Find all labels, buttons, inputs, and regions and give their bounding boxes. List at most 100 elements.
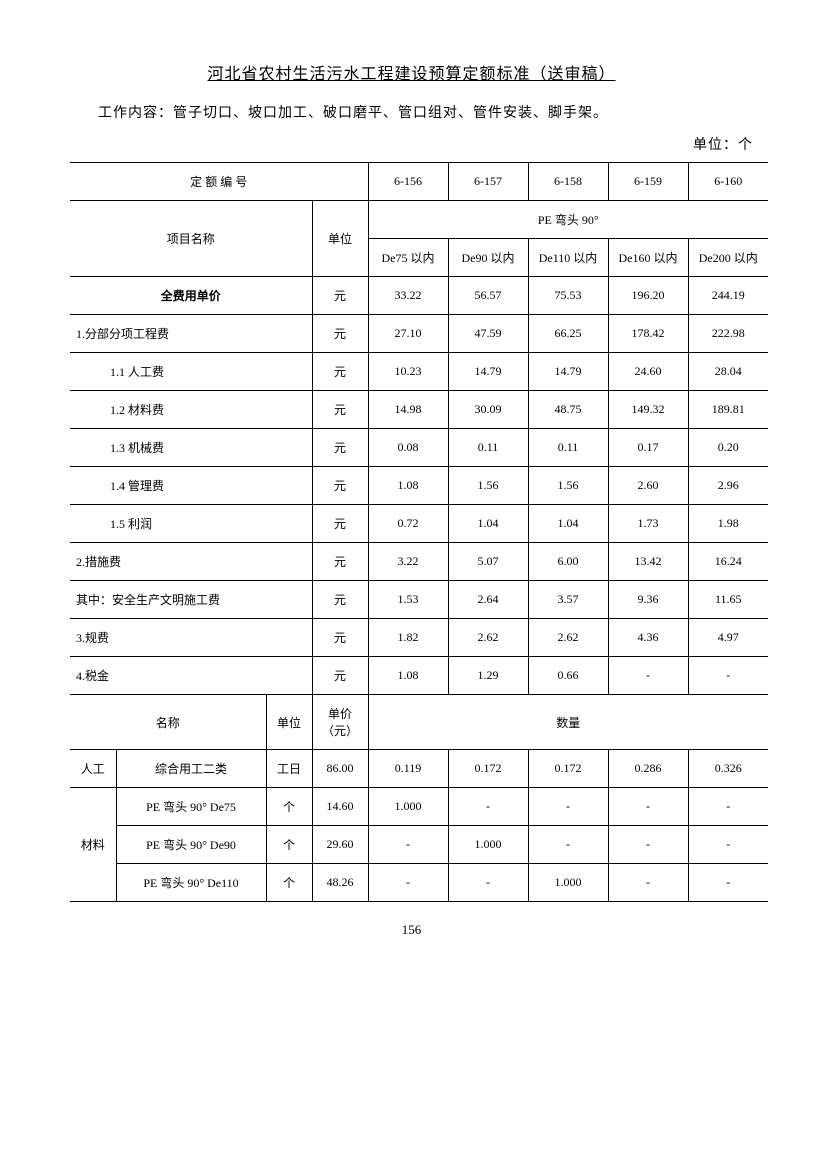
cost-value: 222.98: [688, 315, 768, 353]
cost-unit: 元: [312, 353, 368, 391]
cost-value: 2.62: [528, 619, 608, 657]
work-content: 工作内容：管子切口、坡口加工、破口磨平、管口组对、管件安装、脚手架。: [70, 102, 753, 122]
cost-value: 2.96: [688, 467, 768, 505]
cost-value: 1.56: [448, 467, 528, 505]
cost-value: 0.17: [608, 429, 688, 467]
cost-unit: 元: [312, 391, 368, 429]
unit-col-label: 单位: [312, 201, 368, 277]
cost-value: 1.04: [448, 505, 528, 543]
cost-value: 244.19: [688, 277, 768, 315]
cost-value: 5.07: [448, 543, 528, 581]
cost-unit: 元: [312, 543, 368, 581]
labor-qty: 0.326: [688, 750, 768, 788]
material-qty: -: [368, 826, 448, 864]
cost-value: 1.53: [368, 581, 448, 619]
labor-qty: 0.286: [608, 750, 688, 788]
cost-value: 1.08: [368, 467, 448, 505]
quota-code: 6-160: [688, 163, 768, 201]
cost-name: 1.1 人工费: [70, 353, 312, 391]
cost-value: 0.72: [368, 505, 448, 543]
cost-value: 56.57: [448, 277, 528, 315]
page-number: 156: [70, 922, 753, 938]
cost-value: 48.75: [528, 391, 608, 429]
cost-value: 2.60: [608, 467, 688, 505]
cost-unit: 元: [312, 581, 368, 619]
labor-qty: 0.172: [448, 750, 528, 788]
cost-value: 1.73: [608, 505, 688, 543]
material-unit: 个: [266, 788, 312, 826]
quota-table: 定 额 编 号6-1566-1576-1586-1596-160项目名称单位PE…: [70, 162, 768, 902]
cost-unit: 元: [312, 505, 368, 543]
cost-value: 24.60: [608, 353, 688, 391]
cost-value: 13.42: [608, 543, 688, 581]
material-price: 14.60: [312, 788, 368, 826]
cost-value: 33.22: [368, 277, 448, 315]
material-price: 29.60: [312, 826, 368, 864]
cost-value: 196.20: [608, 277, 688, 315]
cost-value: 0.66: [528, 657, 608, 695]
project-name-label: 项目名称: [70, 201, 312, 277]
material-qty: -: [608, 826, 688, 864]
material-unit: 个: [266, 864, 312, 902]
cost-name: 2.措施费: [70, 543, 312, 581]
cost-value: 3.22: [368, 543, 448, 581]
cost-value: 47.59: [448, 315, 528, 353]
material-qty: -: [448, 788, 528, 826]
labor-unit: 工日: [266, 750, 312, 788]
page-title: 河北省农村生活污水工程建设预算定额标准（送审稿）: [70, 60, 753, 84]
spec-label: De200 以内: [688, 239, 768, 277]
cost-name: 1.4 管理费: [70, 467, 312, 505]
cost-value: 4.36: [608, 619, 688, 657]
cost-value: 1.82: [368, 619, 448, 657]
cost-value: 4.97: [688, 619, 768, 657]
cost-value: 14.79: [528, 353, 608, 391]
cost-value: 189.81: [688, 391, 768, 429]
cost-name: 1.3 机械费: [70, 429, 312, 467]
cost-value: 2.62: [448, 619, 528, 657]
cost-value: 0.08: [368, 429, 448, 467]
material-label: 材料: [70, 788, 116, 902]
labor-qty: 0.172: [528, 750, 608, 788]
cost-value: 30.09: [448, 391, 528, 429]
cost-value: 1.08: [368, 657, 448, 695]
material-name: PE 弯头 90° De75: [116, 788, 266, 826]
cost-name: 1.2 材料费: [70, 391, 312, 429]
cost-name: 其中：安全生产文明施工费: [70, 581, 312, 619]
material-unit: 个: [266, 826, 312, 864]
cost-name: 全费用单价: [70, 277, 312, 315]
cost-value: 14.79: [448, 353, 528, 391]
spec-label: De75 以内: [368, 239, 448, 277]
quota-code: 6-157: [448, 163, 528, 201]
cost-value: 9.36: [608, 581, 688, 619]
material-qty: -: [368, 864, 448, 902]
cost-value: 75.53: [528, 277, 608, 315]
cost-name: 1.分部分项工程费: [70, 315, 312, 353]
material-qty: -: [528, 826, 608, 864]
cost-unit: 元: [312, 657, 368, 695]
labor-name: 综合用工二类: [116, 750, 266, 788]
cost-value: 2.64: [448, 581, 528, 619]
cost-unit: 元: [312, 429, 368, 467]
cost-value: 3.57: [528, 581, 608, 619]
cost-unit: 元: [312, 619, 368, 657]
material-qty: -: [448, 864, 528, 902]
cost-value: 10.23: [368, 353, 448, 391]
cost-value: 1.04: [528, 505, 608, 543]
cost-value: 11.65: [688, 581, 768, 619]
material-qty: -: [688, 788, 768, 826]
material-qty: -: [608, 788, 688, 826]
labor-label: 人工: [70, 750, 116, 788]
cost-value: 28.04: [688, 353, 768, 391]
cost-value: -: [608, 657, 688, 695]
quota-code: 6-156: [368, 163, 448, 201]
cost-value: 1.56: [528, 467, 608, 505]
quota-code: 6-158: [528, 163, 608, 201]
cost-value: 0.11: [528, 429, 608, 467]
spec-label: De110 以内: [528, 239, 608, 277]
cost-name: 1.5 利润: [70, 505, 312, 543]
cost-value: 27.10: [368, 315, 448, 353]
material-qty: -: [528, 788, 608, 826]
cost-value: 149.32: [608, 391, 688, 429]
spec-label: De160 以内: [608, 239, 688, 277]
material-name: PE 弯头 90° De90: [116, 826, 266, 864]
